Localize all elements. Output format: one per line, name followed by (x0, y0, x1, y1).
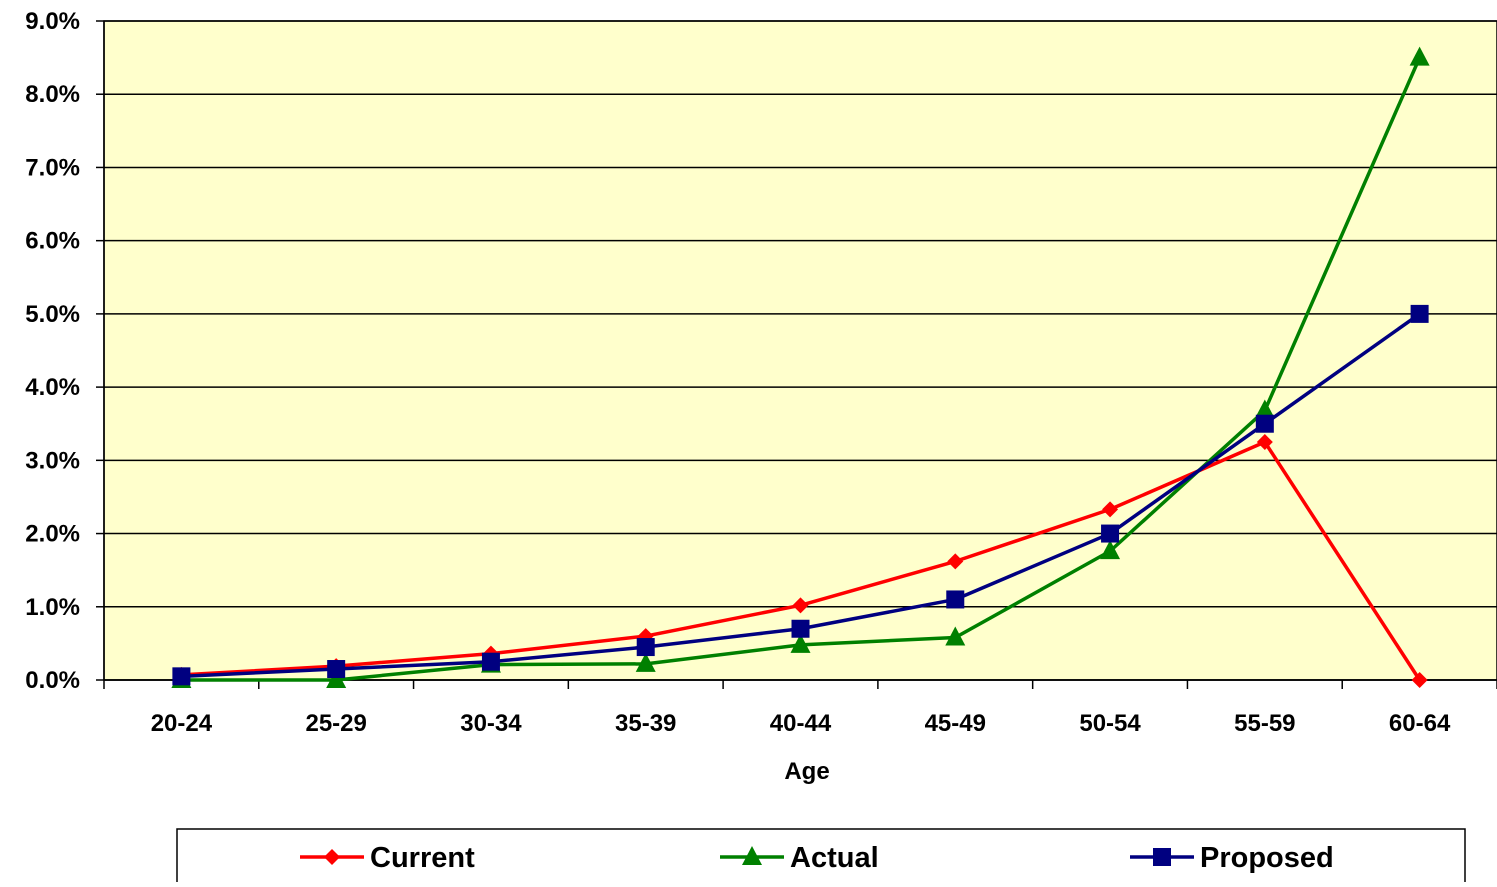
legend-item-current: Current (300, 842, 475, 874)
legend-label-current: Current (370, 842, 475, 874)
data-point-proposed (481, 652, 500, 671)
data-point-actual (1409, 46, 1430, 66)
legend-marker-proposed (1153, 848, 1171, 866)
x-tick-label: 60-64 (1389, 710, 1451, 737)
data-point-proposed (946, 590, 965, 609)
x-tick-label: 50-54 (1079, 710, 1141, 737)
x-tick-label: 55-59 (1234, 710, 1295, 737)
gridlines (104, 20, 1497, 681)
data-point-proposed (636, 638, 655, 657)
legend-label-proposed: Proposed (1200, 842, 1334, 874)
legend-item-actual: Actual (720, 842, 879, 874)
legend-label-actual: Actual (790, 842, 879, 874)
data-point-proposed (1101, 524, 1120, 543)
data-point-actual (1254, 399, 1275, 419)
y-tick-label: 7.0% (25, 154, 80, 181)
y-tick-label: 5.0% (25, 301, 80, 328)
data-point-proposed (172, 667, 191, 686)
legend-items: Current Actual Proposed (300, 842, 1334, 874)
legend: Current Actual Proposed (176, 828, 1466, 887)
y-tick-label: 8.0% (25, 81, 80, 108)
data-point-actual (326, 669, 347, 688)
data-point-actual (790, 633, 811, 653)
y-tick-label: 9.0% (25, 8, 80, 35)
data-point-current (1411, 672, 1428, 688)
legend-marker-actual (742, 846, 762, 865)
x-tick-label: 45-49 (925, 710, 986, 737)
x-tick-label: 35-39 (615, 710, 676, 737)
plot-area (103, 20, 1497, 681)
data-point-current (792, 597, 809, 614)
x-tick-label: 20-24 (151, 710, 213, 737)
data-point-current (1102, 501, 1119, 518)
legend-marker-current (324, 849, 340, 865)
data-point-proposed (791, 619, 810, 638)
y-tick-labels: 0.0% 1.0% 2.0% 3.0% 4.0% 5.0% 6.0% 7.0% 8.0% 9.0% (25, 8, 80, 694)
y-tick-label: 1.0% (25, 594, 80, 621)
series-proposed (172, 304, 1429, 686)
data-point-current (947, 553, 964, 570)
x-tick-label: 30-34 (460, 710, 522, 737)
data-point-actual (635, 652, 656, 672)
y-tick-label: 4.0% (25, 374, 80, 401)
legend-box (176, 828, 1466, 887)
x-tick-label: 40-44 (770, 710, 832, 737)
data-point-proposed (1410, 304, 1429, 323)
data-point-actual (1100, 540, 1121, 560)
data-point-proposed (327, 660, 346, 679)
y-tick-label: 6.0% (25, 228, 80, 255)
y-tick-label: 3.0% (25, 447, 80, 474)
data-point-actual (945, 626, 966, 646)
y-tick-label: 0.0% (25, 667, 80, 694)
y-tick-label: 2.0% (25, 521, 80, 548)
x-tick-label: 25-29 (305, 710, 366, 737)
x-tick-labels: 20-24 25-29 30-34 35-39 40-44 45-49 50-54 55-59… (151, 710, 1451, 737)
x-axis-title: Age (784, 758, 829, 785)
series (171, 46, 1430, 688)
legend-item-proposed: Proposed (1130, 842, 1334, 874)
data-point-proposed (1255, 414, 1274, 433)
data-point-current (1256, 434, 1273, 451)
